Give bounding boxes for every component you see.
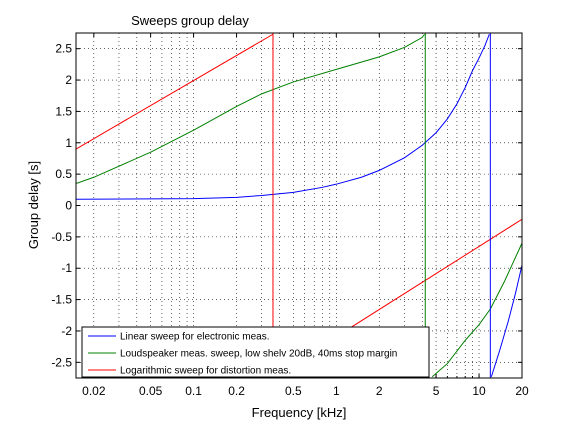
- legend-label: Linear sweep for electronic meas.: [120, 332, 270, 343]
- series-line: [490, 264, 522, 377]
- chart-title: Sweeps group delay: [131, 13, 249, 28]
- y-tick-label: -2.5: [51, 355, 72, 369]
- y-tick-label: 0: [65, 199, 72, 213]
- y-tick-label: 1: [65, 136, 72, 150]
- series-line: [431, 242, 522, 378]
- x-tick-label: 5: [433, 384, 440, 398]
- plot-area: 0.02 0.05 0.1 0.2 0.5 1 2 5 10 20-2.5-2-1.5-1-0.5…: [51, 32, 529, 398]
- axis-ticks: 0.02 0.05 0.1 0.2 0.5 1 2 5 10 20-2.5-2-1.5-1-0.5…: [51, 33, 529, 398]
- x-tick-label: 1: [333, 384, 340, 398]
- x-tick-label: 0.2: [228, 384, 245, 398]
- x-axis-label: Frequency [kHz]: [252, 405, 347, 420]
- x-tick-label: 0.02: [82, 384, 106, 398]
- y-tick-label: 2: [65, 73, 72, 87]
- plot-background: [76, 33, 522, 378]
- x-tick-label: 0.05: [139, 384, 163, 398]
- y-tick-label: 1.5: [55, 104, 72, 118]
- legend-label: Loudspeaker meas. sweep, low shelv 20dB,…: [120, 349, 397, 360]
- x-tick-label: 0.5: [285, 384, 302, 398]
- grid-lines: [76, 33, 522, 378]
- y-tick-label: -1.5: [51, 293, 72, 307]
- legend: Linear sweep for electronic meas. Loudspe…: [81, 326, 430, 378]
- y-tick-label: -2: [61, 324, 72, 338]
- y-tick-label: 2.5: [55, 42, 72, 56]
- legend-label: Logarithmic sweep for distortion meas.: [120, 366, 291, 377]
- y-axis-label: Group delay [s]: [26, 161, 41, 249]
- x-tick-label: 0.1: [185, 384, 202, 398]
- series-line: [318, 218, 522, 349]
- x-tick-label: 20: [515, 384, 529, 398]
- x-tick-label: 2: [376, 384, 383, 398]
- series-line: [76, 33, 425, 185]
- y-tick-label: -0.5: [51, 230, 72, 244]
- x-tick-label: 10: [472, 384, 486, 398]
- y-tick-label: -1: [61, 261, 72, 275]
- legend-box: [81, 326, 430, 378]
- series-line: [76, 33, 274, 150]
- y-tick-label: 0.5: [55, 167, 72, 181]
- series-line: [76, 34, 490, 200]
- series-lines: [76, 33, 522, 378]
